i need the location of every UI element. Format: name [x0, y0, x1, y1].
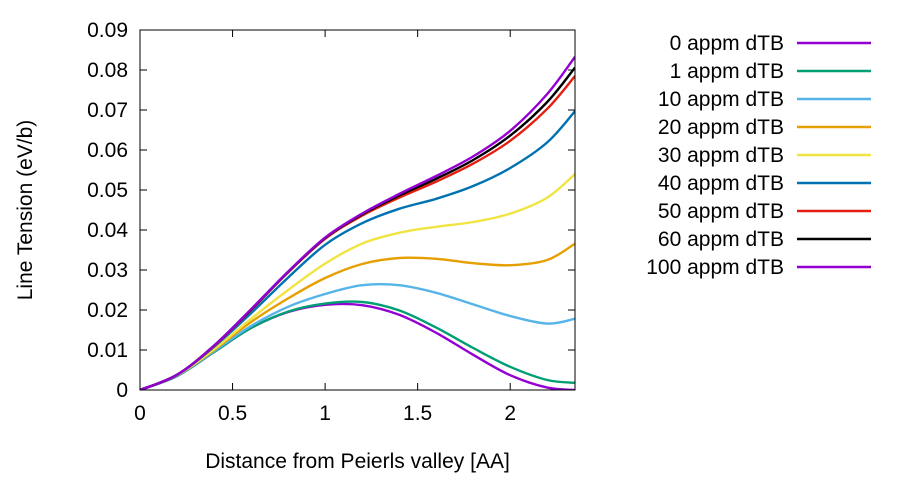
y-tick-label: 0.03 — [87, 259, 128, 282]
legend-label: 40 appm dTB — [658, 172, 784, 195]
y-tick-label: 0 — [116, 379, 128, 402]
y-tick-label: 0.05 — [87, 179, 128, 202]
plot-frame — [139, 29, 576, 391]
y-tick-label: 0.02 — [87, 299, 128, 322]
y-tick-label: 0.01 — [87, 339, 128, 362]
series-line — [140, 110, 575, 390]
legend-label: 1 appm dTB — [670, 60, 784, 83]
x-axis-title: Distance from Peierls valley [AA] — [205, 450, 510, 473]
series-line — [140, 173, 575, 390]
x-tick-label: 2 — [504, 402, 516, 425]
y-tick-label: 0.06 — [87, 139, 128, 162]
legend-label: 30 appm dTB — [658, 144, 784, 167]
series-line — [140, 75, 575, 390]
x-tick-label: 1.5 — [403, 402, 432, 425]
legend: 0 appm dTB 1 appm dTB 10 appm dTB 20 appm d… — [646, 32, 871, 279]
y-tick-label: 0.09 — [87, 19, 128, 42]
x-tick-label: 0 — [134, 402, 146, 425]
legend-label: 50 appm dTB — [658, 200, 784, 223]
x-tick-label: 0.5 — [218, 402, 247, 425]
axis-ticks: 0 0.5 1 1.5 2 0 0.01 0.02 0.03 0.04 0.05 0.06 0.07 0.… — [87, 19, 575, 425]
y-tick-label: 0.07 — [87, 99, 128, 122]
legend-label: 0 appm dTB — [670, 32, 784, 55]
series-line — [140, 56, 575, 390]
legend-label: 100 appm dTB — [646, 256, 784, 279]
series-lines — [140, 56, 575, 390]
y-tick-label: 0.08 — [87, 59, 128, 82]
legend-label: 60 appm dTB — [658, 228, 784, 251]
legend-label: 10 appm dTB — [658, 88, 784, 111]
series-line — [140, 66, 575, 390]
y-axis-title: Line Tension (eV/b) — [14, 120, 37, 301]
x-tick-label: 1 — [319, 402, 331, 425]
y-tick-label: 0.04 — [87, 219, 128, 242]
legend-label: 20 appm dTB — [658, 116, 784, 139]
